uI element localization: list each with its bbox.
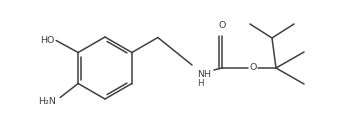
- Text: HO: HO: [40, 36, 54, 45]
- Text: O: O: [250, 62, 257, 72]
- Text: H₂N: H₂N: [38, 97, 56, 106]
- Text: O: O: [218, 21, 226, 30]
- Text: H: H: [197, 79, 203, 88]
- Text: NH: NH: [197, 70, 211, 79]
